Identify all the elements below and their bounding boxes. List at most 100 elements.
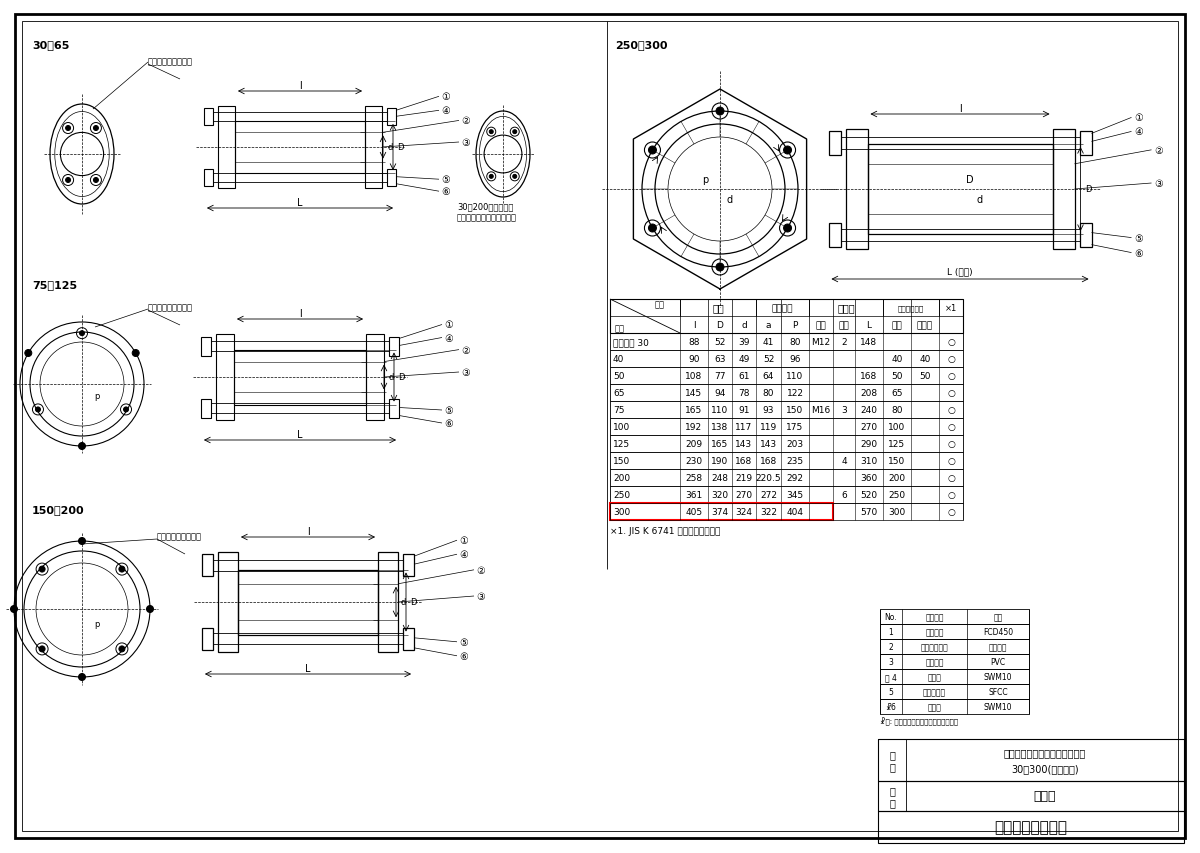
Text: 168: 168 [860, 372, 877, 380]
Text: 50: 50 [892, 372, 902, 380]
Text: 300: 300 [888, 508, 906, 516]
Text: 88: 88 [689, 338, 700, 346]
Text: 名称: 名称 [616, 324, 625, 334]
Text: 80: 80 [892, 405, 902, 415]
Text: 361: 361 [685, 490, 703, 499]
Text: 80: 80 [790, 338, 800, 346]
Text: 回り止めストッパー: 回り止めストッパー [148, 303, 193, 312]
Text: 39: 39 [738, 338, 750, 346]
Text: フランジ: フランジ [772, 304, 793, 313]
Bar [234, 350, 366, 405]
Text: 1: 1 [889, 627, 893, 636]
Text: 41: 41 [763, 338, 774, 346]
Bar [840, 229, 1080, 241]
Text: No.: No. [884, 612, 898, 621]
Text: D: D [409, 598, 416, 606]
Text: 3: 3 [841, 405, 847, 415]
Bar [238, 570, 378, 635]
Text: 108: 108 [685, 372, 703, 380]
Text: 324: 324 [736, 508, 752, 516]
Circle shape [94, 178, 98, 183]
Text: ○: ○ [947, 422, 955, 432]
Bar [202, 628, 214, 650]
Text: 292: 292 [786, 473, 804, 483]
Text: 520: 520 [860, 490, 877, 499]
Text: 150: 150 [888, 456, 906, 466]
Bar [610, 334, 964, 351]
Bar [846, 130, 868, 250]
Circle shape [40, 647, 46, 653]
Bar [828, 132, 840, 156]
Text: ボルト: ボルト [928, 702, 942, 711]
Text: ④: ④ [442, 106, 450, 116]
Bar [878, 811, 1184, 843]
Text: 天然ゴム: 天然ゴム [989, 642, 1007, 651]
Circle shape [490, 175, 493, 179]
Text: ④: ④ [460, 549, 468, 560]
Text: 回り止めストッパー: 回り止めストッパー [157, 532, 202, 541]
Text: 52: 52 [763, 355, 774, 363]
Text: 310: 310 [860, 456, 877, 466]
Text: ④: ④ [1134, 127, 1142, 137]
Bar [389, 399, 400, 418]
Text: ○: ○ [947, 439, 955, 449]
Circle shape [78, 538, 85, 545]
Text: 30～200まで筒略、: 30～200まで筒略、 [457, 202, 514, 212]
Text: l: l [299, 81, 301, 91]
Text: ☧印: 鈴管のみっき処理してあります。: ☧印: 鈴管のみっき処理してあります。 [880, 717, 958, 725]
Text: 250・300: 250・300 [616, 40, 667, 50]
Text: 本数: 本数 [839, 321, 850, 329]
Text: 208: 208 [860, 389, 877, 397]
Bar [388, 109, 396, 126]
Text: 6: 6 [841, 490, 847, 499]
Bar [868, 145, 1052, 235]
Text: 125: 125 [888, 439, 906, 449]
Bar [218, 553, 238, 653]
Text: ③: ③ [1154, 179, 1163, 189]
Bar [214, 173, 388, 183]
Bar [1052, 130, 1074, 250]
Text: 200: 200 [613, 473, 630, 483]
Text: ⑤: ⑤ [460, 637, 468, 647]
Bar [214, 560, 403, 571]
Text: 250: 250 [613, 490, 630, 499]
Bar [403, 554, 414, 577]
Circle shape [66, 126, 71, 131]
Text: ワッシャー: ワッシャー [923, 688, 946, 696]
Bar [880, 639, 1030, 654]
Text: SWM10: SWM10 [984, 702, 1013, 711]
Text: p: p [95, 620, 100, 629]
Text: ○: ○ [947, 473, 955, 483]
Bar [880, 699, 1030, 714]
Text: 240: 240 [860, 405, 877, 415]
Text: ②: ② [462, 116, 470, 126]
Circle shape [146, 606, 154, 612]
Circle shape [66, 178, 71, 183]
Text: SWM10: SWM10 [984, 672, 1013, 682]
Circle shape [716, 264, 724, 272]
Text: 270: 270 [860, 422, 877, 432]
Bar [204, 109, 214, 126]
Text: 本体: 本体 [712, 303, 724, 313]
Text: SFCC: SFCC [988, 688, 1008, 696]
Bar [610, 351, 964, 368]
Text: 122: 122 [786, 389, 804, 397]
Text: ホ 4: ホ 4 [886, 672, 896, 682]
Text: ☧6: ☧6 [886, 702, 896, 711]
Text: 回り止めストッパー: 回り止めストッパー [148, 57, 193, 67]
Circle shape [25, 350, 32, 357]
Text: L: L [866, 321, 871, 329]
Circle shape [79, 331, 84, 336]
Bar [878, 740, 906, 781]
Text: ⑥: ⑥ [445, 419, 454, 428]
Text: 219: 219 [736, 473, 752, 483]
Text: ○: ○ [947, 490, 955, 499]
Text: 40: 40 [919, 355, 931, 363]
Bar [880, 609, 1030, 624]
Bar [610, 452, 964, 469]
Text: 200: 200 [888, 473, 906, 483]
Text: l: l [299, 309, 301, 319]
Circle shape [784, 147, 792, 154]
Text: ⑤: ⑤ [442, 175, 450, 185]
Text: ボルト: ボルト [838, 303, 854, 313]
